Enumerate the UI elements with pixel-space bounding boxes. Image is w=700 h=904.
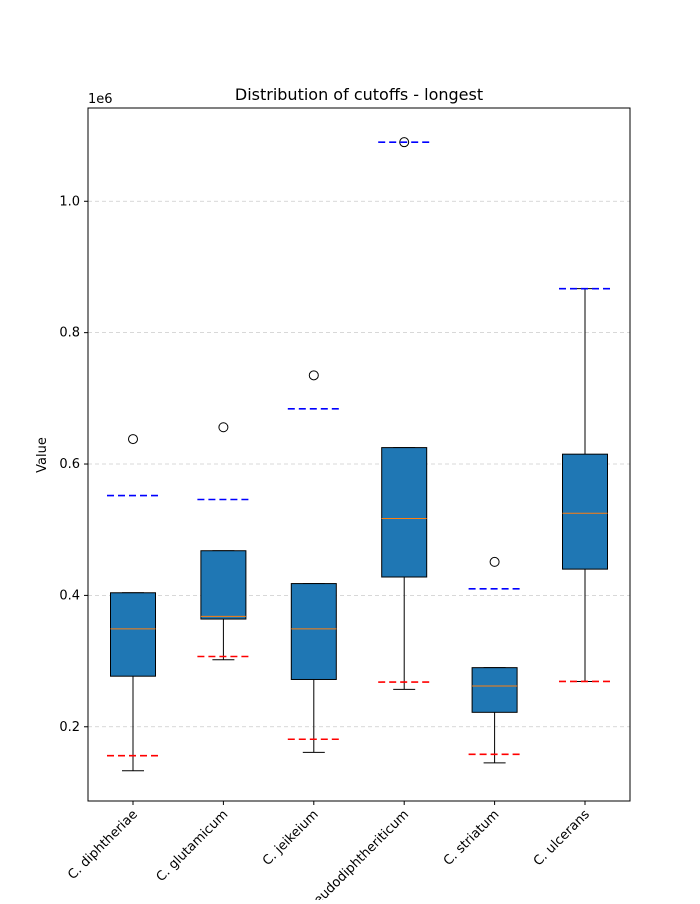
plot-frame xyxy=(87,107,631,802)
box-iqr xyxy=(200,550,247,620)
outlier-point xyxy=(128,434,138,445)
box-iqr xyxy=(562,453,608,570)
x-tick-label: C. ulcerans xyxy=(531,807,593,869)
x-tick-label: C. glutamicum xyxy=(154,807,232,885)
outlier-point xyxy=(399,137,410,148)
y-tick-label: 1.0 xyxy=(59,194,80,209)
y-tick-label: 0.4 xyxy=(59,588,80,603)
box-iqr xyxy=(290,583,337,680)
y-tick-label: 0.2 xyxy=(59,720,80,735)
x-tick-label: C. jeikeium xyxy=(260,807,322,869)
x-axis-ticks: C. diphtheriae C. glutamicum C. jeikeium C.… xyxy=(65,801,593,904)
grid-lines xyxy=(88,200,630,728)
y-tick-label: 0.6 xyxy=(59,457,80,472)
outlier-point xyxy=(308,370,319,381)
y-tick-label: 0.8 xyxy=(59,326,80,341)
x-tick-label: C. diphtheriae xyxy=(65,807,141,883)
box-iqr xyxy=(471,667,518,713)
y-axis-label: Value xyxy=(35,437,50,473)
y-offset-label: 1e6 xyxy=(88,92,113,107)
outlier-point xyxy=(489,556,500,567)
y-axis-ticks: 0.2 0.4 0.6 0.8 1.0 xyxy=(59,194,88,735)
box-iqr xyxy=(381,447,428,578)
chart-title: Distribution of cutoffs - longest xyxy=(235,85,483,104)
outlier-point xyxy=(218,422,229,433)
box-iqr xyxy=(110,592,156,677)
chart-marks xyxy=(107,137,611,772)
x-tick-label: C. striatum xyxy=(441,807,503,869)
